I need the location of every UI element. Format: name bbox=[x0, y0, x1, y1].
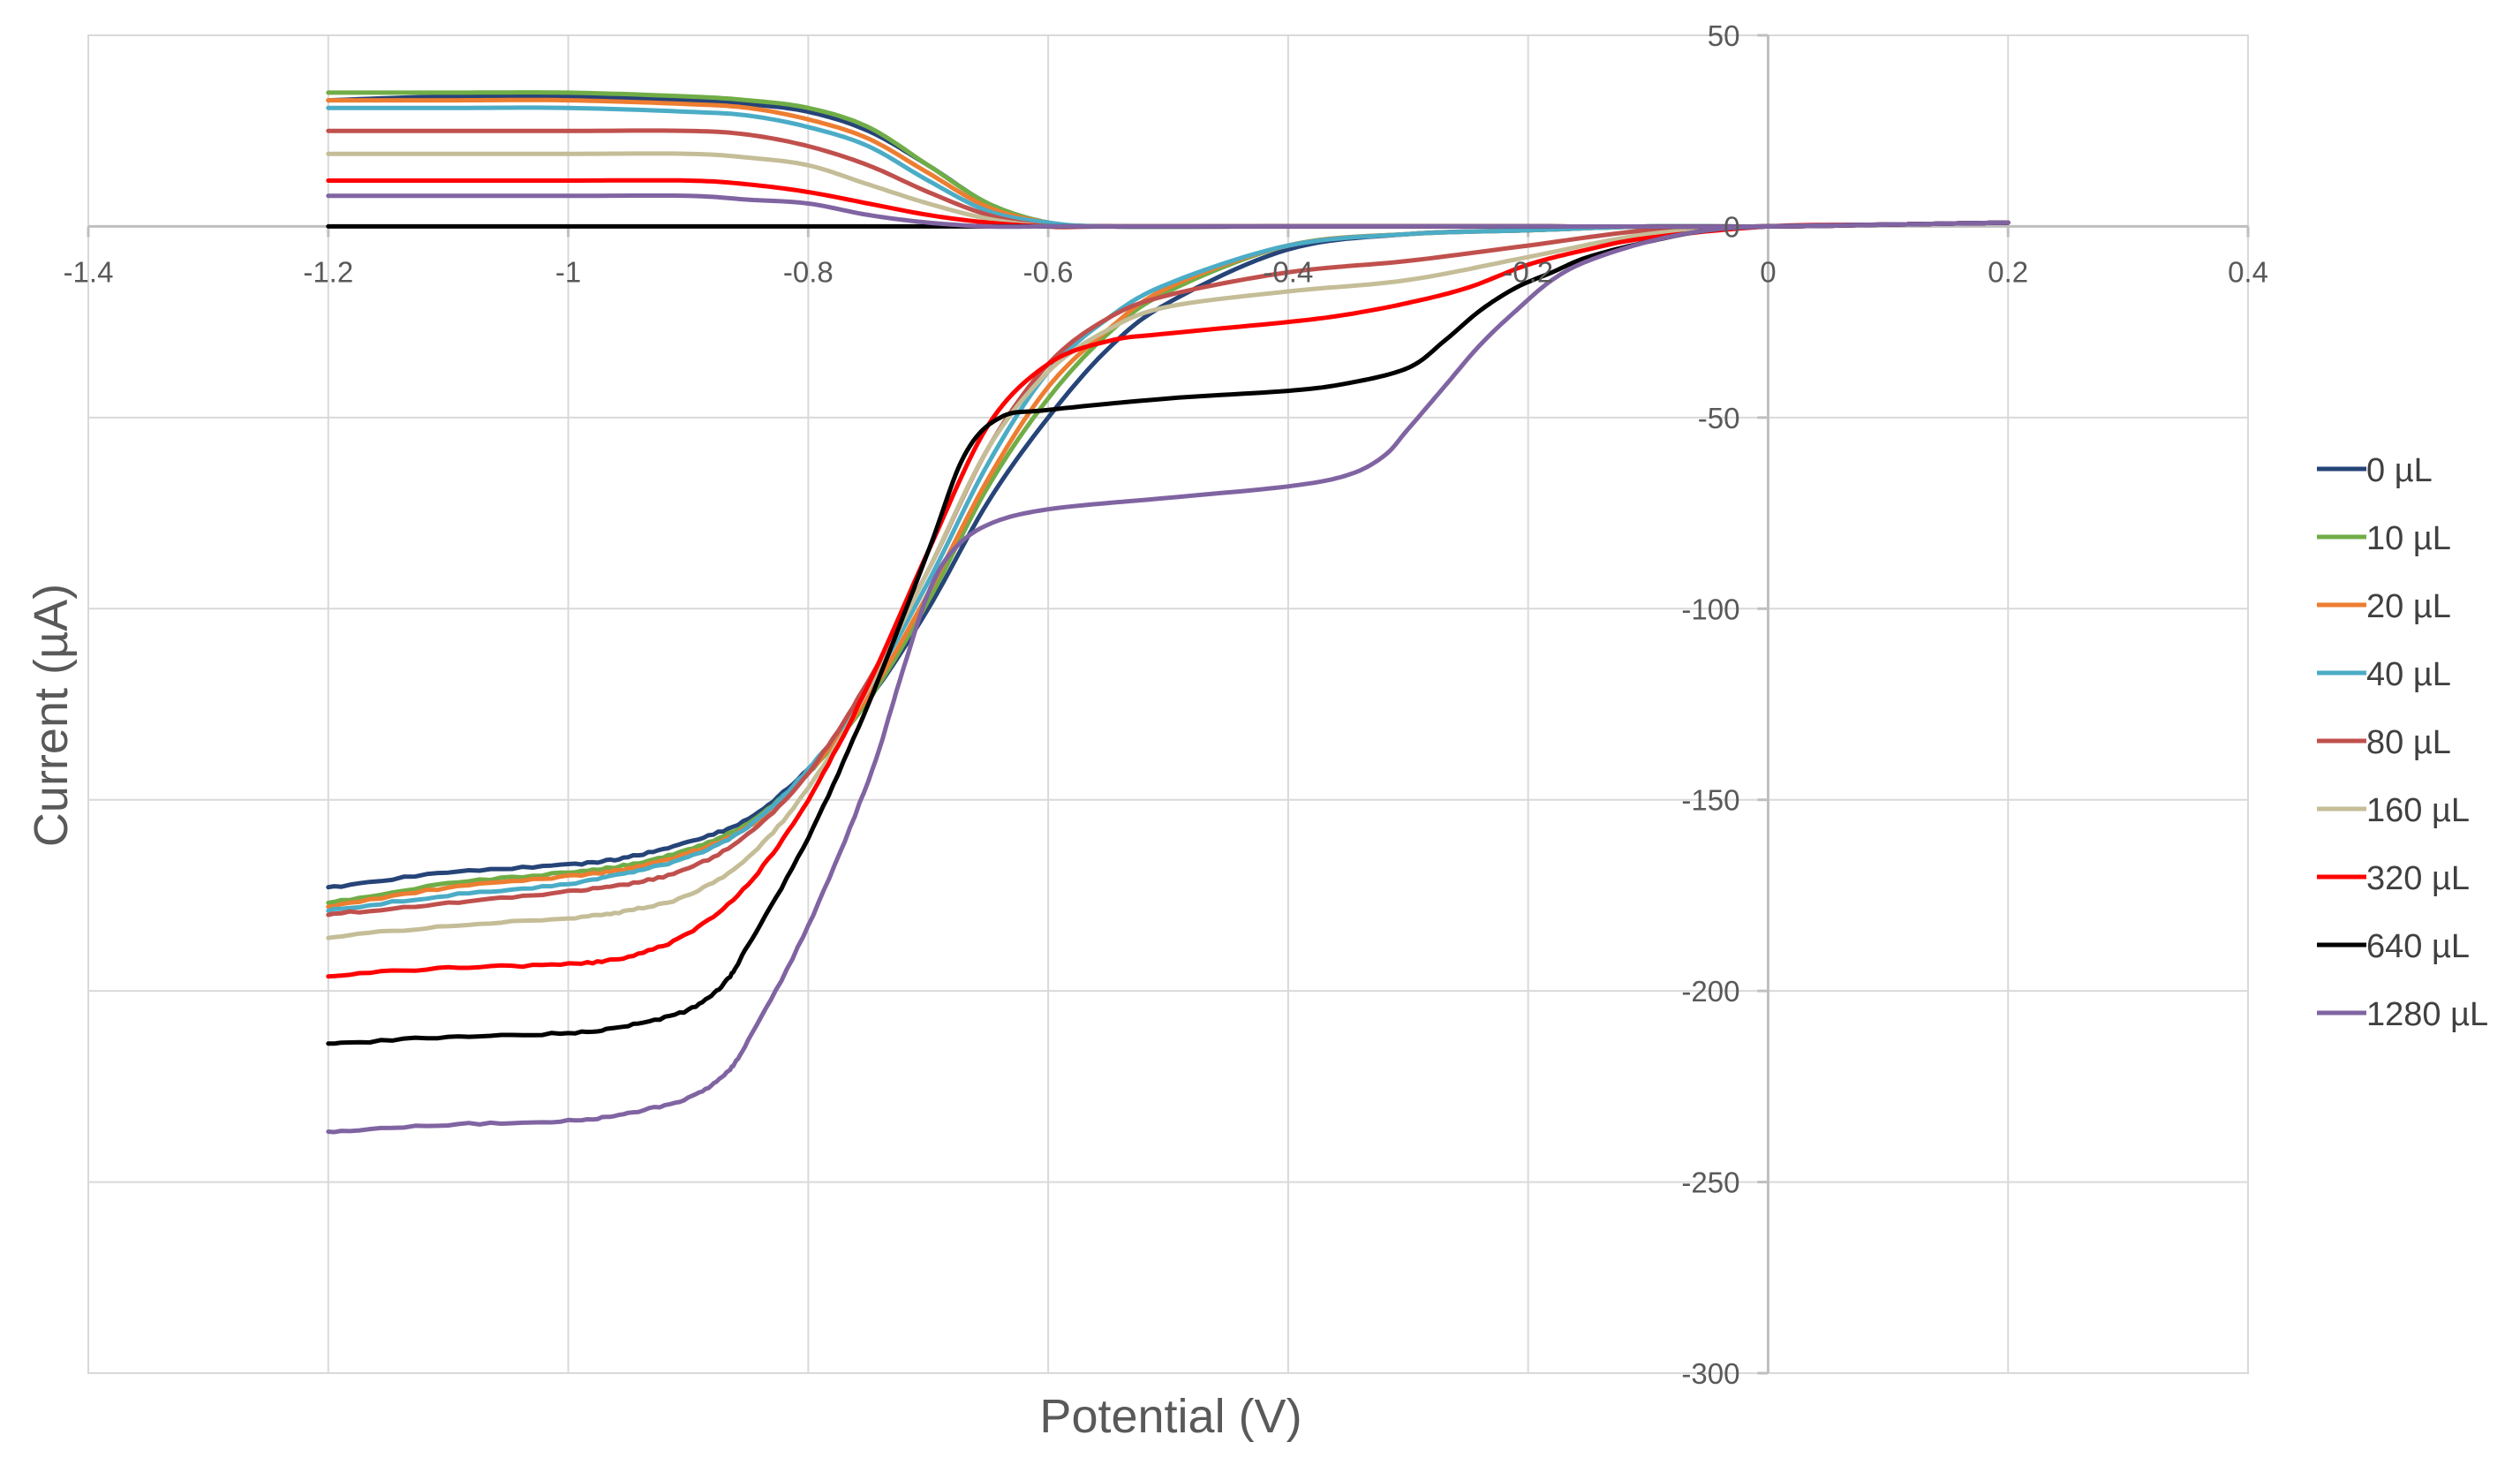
x-tick-label: 0.2 bbox=[1988, 255, 2028, 288]
x-tick-label: -0.2 bbox=[1503, 255, 1553, 288]
series-line-forward bbox=[326, 220, 2011, 1135]
legend-label: 640 µL bbox=[2366, 928, 2470, 965]
legend-label: 20 µL bbox=[2366, 588, 2451, 625]
y-tick-label: 50 bbox=[1708, 19, 1740, 52]
x-tick-label: -0.4 bbox=[1263, 255, 1313, 288]
x-tick-label: 0 bbox=[1760, 255, 1776, 288]
series-line-forward bbox=[326, 220, 2011, 940]
legend-label: 320 µL bbox=[2366, 860, 2470, 897]
y-tick-label: -100 bbox=[1681, 593, 1739, 625]
x-tick-label: -1.4 bbox=[64, 255, 114, 288]
x-tick-label: -0.6 bbox=[1023, 255, 1074, 288]
series bbox=[326, 90, 2011, 1135]
legend-label: 80 µL bbox=[2366, 724, 2451, 761]
y-tick-label: -150 bbox=[1681, 784, 1739, 817]
legend-label: 40 µL bbox=[2366, 656, 2451, 693]
series-1280-uL bbox=[326, 193, 2011, 1135]
tick-labels: -1.4 -1.2 -1 -0.8 -0.6 -0.4 -0.2 0 0.2 0.4 50 0 -50 -… bbox=[64, 19, 2268, 1390]
legend: 0 µL 10 µL 20 µL 40 µL 80 µL 160 µL 320 µL 640 … bbox=[2317, 452, 2488, 1033]
x-tick-label: 0.4 bbox=[2228, 255, 2268, 288]
legend-label: 10 µL bbox=[2366, 520, 2451, 557]
x-tick-label: -1 bbox=[555, 255, 581, 288]
y-axis-title: Current (µA) bbox=[25, 584, 78, 847]
series-line-reverse bbox=[326, 193, 2011, 230]
legend-label: 0 µL bbox=[2366, 452, 2433, 489]
y-tick-label: -200 bbox=[1681, 975, 1739, 1008]
x-axis-title: Potential (V) bbox=[1039, 1390, 1301, 1443]
legend-label: 1280 µL bbox=[2366, 996, 2488, 1033]
series-line-forward bbox=[326, 220, 2011, 979]
x-tick-label: -0.8 bbox=[783, 255, 834, 288]
y-tick-label: -300 bbox=[1681, 1357, 1739, 1390]
y-tick-label: -50 bbox=[1698, 402, 1740, 434]
y-tick-label: -250 bbox=[1681, 1167, 1739, 1199]
y-tick-label: 0 bbox=[1724, 210, 1739, 243]
legend-label: 160 µL bbox=[2366, 792, 2470, 829]
x-tick-label: -1.2 bbox=[303, 255, 353, 288]
series-line-forward bbox=[326, 220, 2011, 918]
